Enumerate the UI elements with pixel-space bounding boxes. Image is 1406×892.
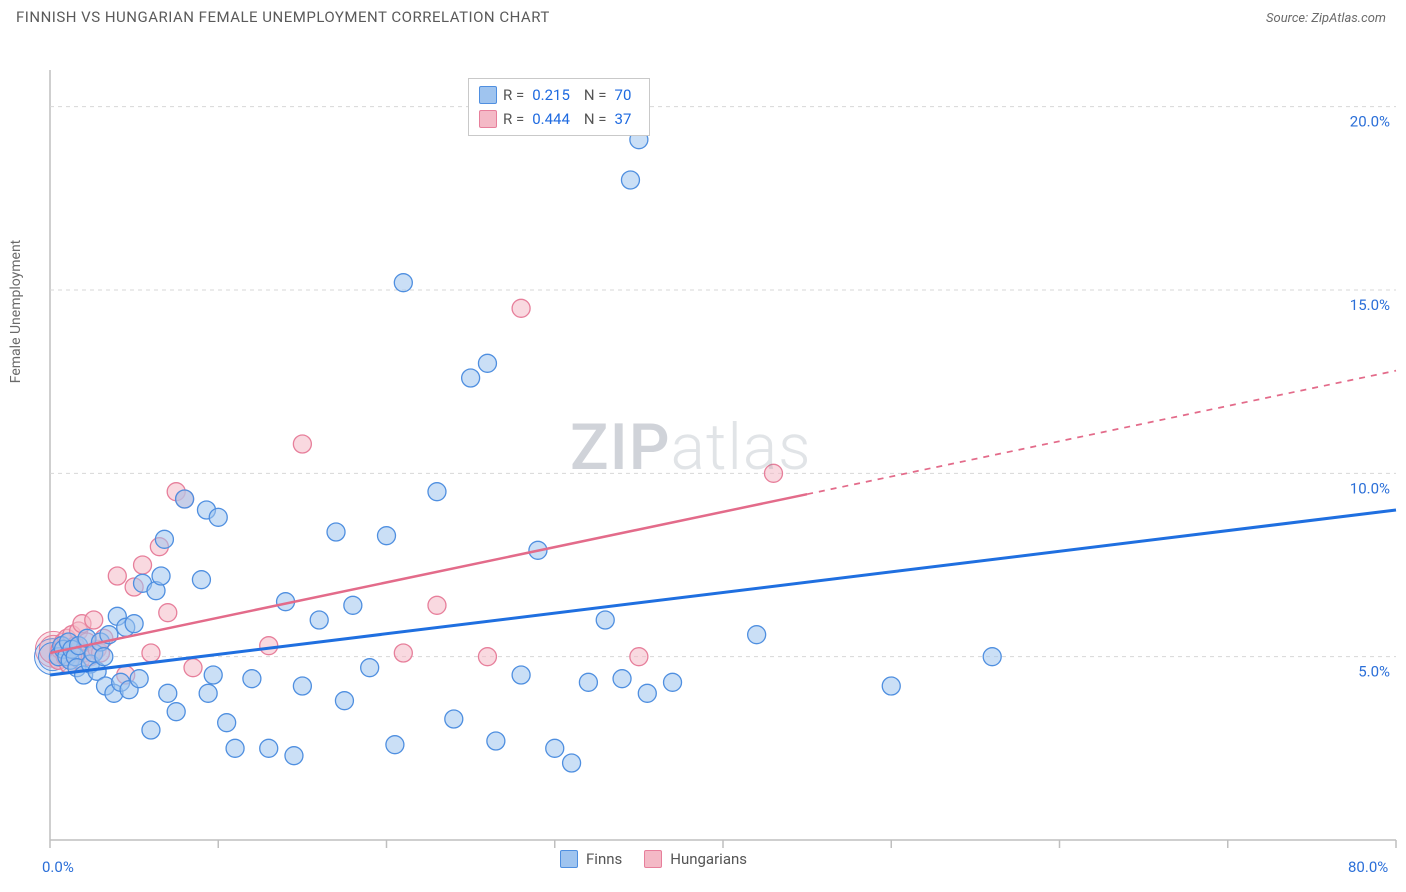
trend-line-extrapolated [807,371,1396,495]
data-point [159,684,177,702]
data-point [260,637,278,655]
trend-line [50,510,1396,675]
data-point [142,644,160,662]
y-axis-label: Female Unemployment [8,240,24,384]
data-point [167,703,185,721]
data-point [184,659,202,677]
data-point [152,567,170,585]
data-point [546,739,564,757]
data-point [209,508,227,526]
data-point [142,721,160,739]
data-point [394,644,412,662]
data-point [487,732,505,750]
data-point [335,692,353,710]
data-point [613,670,631,688]
data-point [176,490,194,508]
data-point [579,673,597,691]
data-point [638,684,656,702]
data-point [378,527,396,545]
data-point [125,615,143,633]
series-legend-item: Finns [560,850,622,868]
data-point [630,648,648,666]
data-point [155,530,173,548]
data-point [344,596,362,614]
data-point [218,714,236,732]
chart-title: FINNISH VS HUNGARIAN FEMALE UNEMPLOYMENT… [16,8,550,26]
data-point [748,626,766,644]
data-point [361,659,379,677]
data-point [134,556,152,574]
data-point [664,673,682,691]
data-point [159,604,177,622]
data-point [293,677,311,695]
svg-text:20.0%: 20.0% [1350,113,1390,131]
data-point [285,747,303,765]
svg-text:5.0%: 5.0% [1358,663,1390,681]
data-point [428,483,446,501]
x-axis-end-label: 80.0% [1348,858,1388,876]
data-point [192,571,210,589]
svg-text:15.0%: 15.0% [1350,296,1390,314]
data-point [478,648,496,666]
chart-area: Female Unemployment 5.0%10.0%15.0%20.0% … [0,30,1406,880]
stats-row: R =0.215N =70 [479,83,639,107]
data-point [983,648,1001,666]
data-point [293,435,311,453]
data-point [462,369,480,387]
legend-swatch [644,850,662,868]
data-point [764,464,782,482]
legend-swatch [479,86,497,104]
data-point [226,739,244,757]
data-point [386,736,404,754]
data-point [478,354,496,372]
data-point [394,274,412,292]
data-point [108,567,126,585]
series-legend-item: Hungarians [644,850,747,868]
legend-swatch [479,110,497,128]
data-point [199,684,217,702]
data-point [621,171,639,189]
series-legend: Finns Hungarians [560,850,747,868]
legend-swatch [560,850,578,868]
svg-text:10.0%: 10.0% [1350,479,1390,497]
data-point [85,611,103,629]
stats-legend: R =0.215N =70R =0.444N =37 [468,78,650,136]
data-point [512,299,530,317]
data-point [243,670,261,688]
source-label: Source: ZipAtlas.com [1266,11,1386,26]
stats-row: R =0.444N =37 [479,107,639,131]
scatter-plot: 5.0% 10.0% 15.0% 20.0% [0,30,1406,880]
data-point [327,523,345,541]
data-point [445,710,463,728]
data-point [563,754,581,772]
data-point [310,611,328,629]
data-point [428,596,446,614]
data-point [130,670,148,688]
data-point [204,666,222,684]
x-axis-start-label: 0.0% [42,858,74,876]
data-point [95,648,113,666]
data-point [512,666,530,684]
data-point [260,739,278,757]
data-point [596,611,614,629]
data-point [882,677,900,695]
